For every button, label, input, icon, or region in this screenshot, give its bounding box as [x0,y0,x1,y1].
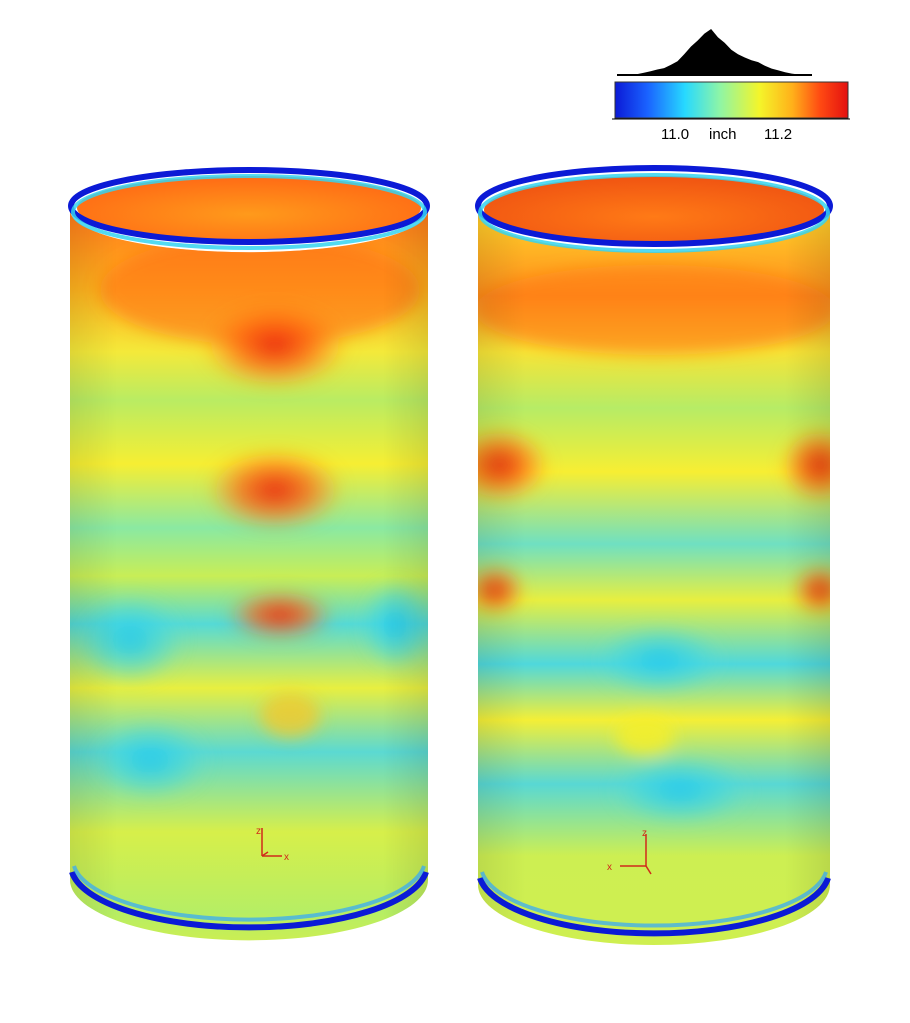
left-axis-z-label: z [256,826,261,837]
legend-min-label: 11.0 [661,126,690,143]
left-inner-surface [77,176,421,240]
color-legend [612,29,850,120]
histogram [617,29,812,75]
left-axis-triad [261,828,282,857]
legend-unit-label: inch [709,126,737,143]
right-axis-z-label: z [642,828,647,839]
right-inner-surface [484,176,824,244]
right-axis-triad [620,834,652,875]
right-axis-x-label: x [607,862,612,873]
left-cylinder: z x [68,167,430,941]
right-bottom-rim [477,877,831,937]
color-bar [614,81,849,119]
left-bottom-rim [69,871,429,931]
right-top-rim [475,165,833,247]
right-cylinder: z x [475,165,833,945]
left-top-rim [68,167,430,245]
left-axis-x-label: x [284,852,289,863]
legend-max-label: 11.2 [764,126,793,143]
